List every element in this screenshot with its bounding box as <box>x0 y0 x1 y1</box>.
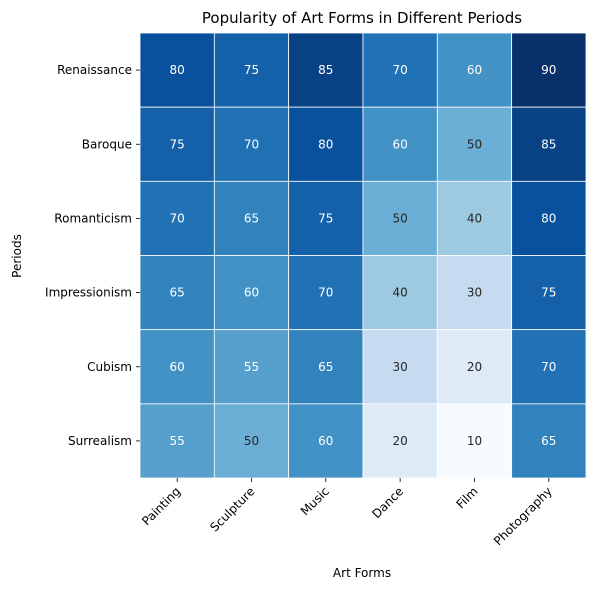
heatmap-cell <box>511 255 587 331</box>
heatmap-cell <box>213 180 290 256</box>
cell-value-label: 50 <box>244 434 259 448</box>
cell-value-label: 30 <box>393 360 408 374</box>
heatmap-cell <box>288 32 364 108</box>
cell-value-label: 40 <box>467 211 482 225</box>
heatmap-cell <box>436 403 513 479</box>
heatmap-cell <box>288 329 364 405</box>
heatmap-cell <box>139 32 215 108</box>
cell-value-label: 85 <box>541 137 556 151</box>
cell-value-label: 75 <box>170 137 185 151</box>
heatmap-cell <box>213 255 290 331</box>
x-axis-label: Art Forms <box>333 566 391 580</box>
heatmap-cell <box>362 106 438 182</box>
heatmap-cell <box>362 32 438 108</box>
cell-value-label: 70 <box>170 211 185 225</box>
cell-value-label: 70 <box>541 360 556 374</box>
y-axis-label: Periods <box>10 234 24 278</box>
cell-value-label: 20 <box>393 434 408 448</box>
cell-value-label: 80 <box>541 211 556 225</box>
cell-value-label: 60 <box>244 286 259 300</box>
heatmap-cell <box>213 106 290 182</box>
heatmap-cells: 80 75 85 70 60 90 75 70 80 60 50 85 70 65 75 50 40 80 65 60… <box>139 32 587 479</box>
y-tick-labels: Renaissance Baroque Romanticism Impressioni… <box>45 63 140 448</box>
cell-value-label: 30 <box>467 286 482 300</box>
y-tick-label: Cubism <box>87 360 132 374</box>
cell-value-label: 65 <box>541 434 556 448</box>
y-tick-label: Baroque <box>82 137 132 151</box>
y-tick-label: Surrealism <box>68 434 132 448</box>
cell-value-label: 65 <box>244 211 259 225</box>
cell-value-label: 40 <box>393 286 408 300</box>
x-tick-label: Sculpture <box>207 484 257 534</box>
cell-value-label: 10 <box>467 434 482 448</box>
cell-value-label: 70 <box>318 286 333 300</box>
cell-value-label: 60 <box>170 360 185 374</box>
heatmap-cell <box>436 180 513 256</box>
y-tick-label: Romanticism <box>54 211 132 225</box>
cell-value-label: 75 <box>244 63 259 77</box>
cell-value-label: 90 <box>541 63 556 77</box>
heatmap-cell <box>288 255 364 331</box>
heatmap-cell <box>362 180 438 256</box>
cell-value-label: 80 <box>170 63 185 77</box>
heatmap-cell <box>139 180 215 256</box>
cell-value-label: 65 <box>318 360 333 374</box>
cell-value-label: 75 <box>318 211 333 225</box>
cell-value-label: 55 <box>244 360 259 374</box>
x-tick-labels: Painting Sculpture Music Dance Film Photograp… <box>139 478 555 548</box>
cell-value-label: 20 <box>467 360 482 374</box>
x-tick-label: Photography <box>491 484 555 548</box>
heatmap-cell <box>436 32 513 108</box>
cell-value-label: 55 <box>170 434 185 448</box>
x-tick-label: Painting <box>139 484 183 528</box>
heatmap-cell <box>436 255 513 331</box>
cell-value-label: 80 <box>318 137 333 151</box>
cell-value-label: 50 <box>393 211 408 225</box>
heatmap-cell <box>139 255 215 331</box>
cell-value-label: 60 <box>467 63 482 77</box>
heatmap-cell <box>511 32 587 108</box>
cell-value-label: 50 <box>467 137 482 151</box>
cell-value-label: 75 <box>541 286 556 300</box>
heatmap-cell <box>511 403 587 479</box>
heatmap-cell <box>139 329 215 405</box>
heatmap-cell <box>511 180 587 256</box>
heatmap-cell <box>362 255 438 331</box>
cell-value-label: 65 <box>170 286 185 300</box>
cell-value-label: 60 <box>393 137 408 151</box>
heatmap-cell <box>139 403 215 479</box>
y-tick-label: Impressionism <box>45 286 132 300</box>
heatmap-cell <box>213 32 290 108</box>
x-tick-label: Film <box>453 484 480 511</box>
x-tick-label: Dance <box>369 484 406 521</box>
y-tick-label: Renaissance <box>57 63 132 77</box>
cell-value-label: 60 <box>318 434 333 448</box>
cell-value-label: 70 <box>244 137 259 151</box>
heatmap-cell <box>288 180 364 256</box>
cell-value-label: 70 <box>393 63 408 77</box>
cell-value-label: 85 <box>318 63 333 77</box>
chart-title: Popularity of Art Forms in Different Per… <box>202 9 522 27</box>
heatmap-cell <box>436 329 513 405</box>
heatmap-cell <box>511 106 587 182</box>
heatmap-cell <box>511 329 587 405</box>
heatmap-cell <box>362 329 438 405</box>
x-tick-label: Music <box>298 484 332 518</box>
